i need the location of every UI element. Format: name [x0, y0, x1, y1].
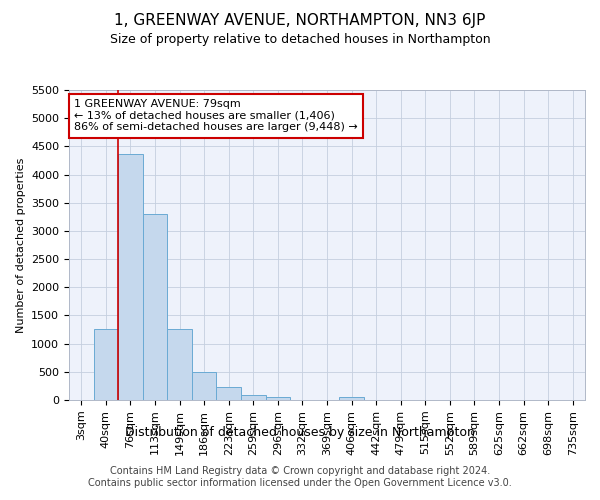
Bar — [143, 214, 167, 400]
Text: 1 GREENWAY AVENUE: 79sqm
← 13% of detached houses are smaller (1,406)
86% of sem: 1 GREENWAY AVENUE: 79sqm ← 13% of detach… — [74, 100, 358, 132]
Bar — [266, 396, 290, 400]
Bar — [217, 387, 241, 400]
Text: Size of property relative to detached houses in Northampton: Size of property relative to detached ho… — [110, 32, 490, 46]
Bar — [94, 329, 118, 400]
Bar — [167, 329, 192, 400]
Bar — [241, 395, 266, 400]
Bar — [339, 396, 364, 400]
Bar — [118, 154, 143, 400]
Text: 1, GREENWAY AVENUE, NORTHAMPTON, NN3 6JP: 1, GREENWAY AVENUE, NORTHAMPTON, NN3 6JP — [115, 12, 485, 28]
Text: Distribution of detached houses by size in Northampton: Distribution of detached houses by size … — [125, 426, 475, 439]
Text: Contains HM Land Registry data © Crown copyright and database right 2024.
Contai: Contains HM Land Registry data © Crown c… — [88, 466, 512, 487]
Y-axis label: Number of detached properties: Number of detached properties — [16, 158, 26, 332]
Bar — [192, 372, 217, 400]
